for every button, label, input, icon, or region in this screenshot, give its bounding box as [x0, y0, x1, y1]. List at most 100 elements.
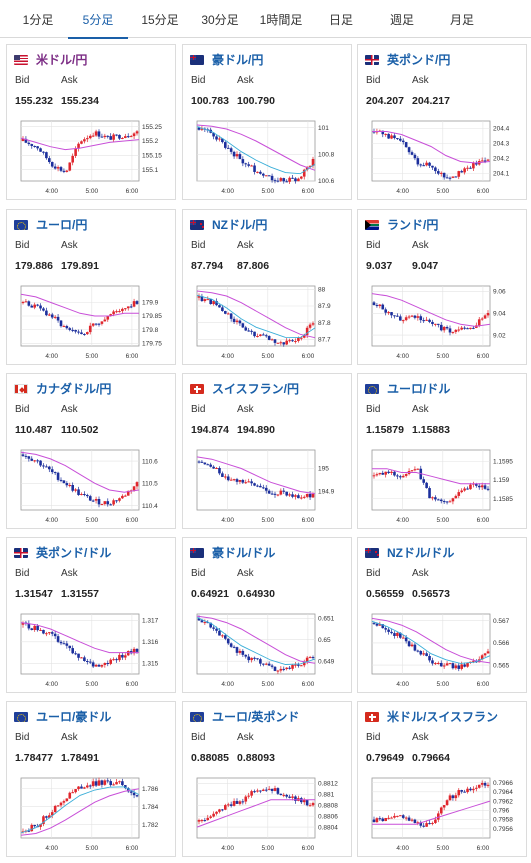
candle-body [30, 144, 34, 146]
pair-name[interactable]: ユーロ/円 [36, 218, 88, 232]
candle-body [469, 327, 472, 329]
candle-body [59, 167, 63, 171]
candle-body [39, 148, 42, 152]
currency-card-audjpy[interactable]: 豪ドル/円 Bid Ask 100.783 100.790 4:00 5:00 6:00 101… [182, 44, 352, 200]
candle-body [224, 635, 227, 639]
y-tick-label: 0.7956 [493, 826, 513, 833]
currency-card-usdjpy[interactable]: 米ドル/円 Bid Ask 155.232 155.234 4:00 5:00 6:00 155… [6, 44, 176, 200]
candle-body [88, 785, 92, 787]
price-chart[interactable]: 4:00 5:00 6:00 0.7966 0.7964 0.7962 0.796 0.795… [364, 774, 526, 854]
candle-body [404, 637, 408, 642]
candle-body [311, 657, 315, 659]
candle-body [425, 823, 428, 827]
candle-body [387, 817, 390, 819]
pair-name[interactable]: 豪ドル/円 [212, 53, 264, 67]
pair-name[interactable]: 豪ドル/ドル [212, 546, 276, 560]
candle-body [396, 815, 399, 817]
candle-body [206, 464, 210, 466]
currency-card-eurusd[interactable]: ユーロ/ドル Bid Ask 1.15879 1.15883 4:00 5:00 6:00 1.… [357, 373, 527, 529]
currency-card-euraud[interactable]: ユーロ/豪ドル Bid Ask 1.78477 1.78491 4:00 5:00 6:00 1… [6, 701, 176, 857]
price-chart[interactable]: 4:00 5:00 6:00 1.317 1.316 1.315 [13, 610, 175, 690]
moving-average-line [196, 456, 316, 495]
price-chart[interactable]: 4:00 5:00 6:00 1.786 1.784 1.782 [13, 774, 175, 854]
tab-monthly[interactable]: 月足 [449, 13, 474, 27]
price-chart[interactable]: 4:00 5:00 6:00 110.6 110.5 110.4 [13, 446, 175, 526]
candle-body [259, 334, 262, 337]
price-chart[interactable]: 4:00 5:00 6:00 0.567 0.566 0.565 [364, 610, 526, 690]
currency-card-zarjpy[interactable]: ランド/円 Bid Ask 9.037 9.047 4:00 5:00 6:00 9.06 9.0… [357, 209, 527, 365]
tab-1min[interactable]: 1分足 [22, 13, 54, 27]
pair-name[interactable]: ランド/円 [387, 218, 439, 232]
pair-name[interactable]: ユーロ/豪ドル [36, 710, 112, 724]
price-chart[interactable]: 4:00 5:00 6:00 179.9 179.85 179.8 179.75 [13, 282, 175, 362]
candle-body [457, 665, 461, 669]
pair-name[interactable]: ユーロ/英ポンド [212, 710, 300, 724]
price-chart[interactable]: 4:00 5:00 6:00 195 194.9 [189, 446, 351, 526]
price-chart[interactable]: 4:00 5:00 6:00 155.25 155.2 155.15 155.1 [13, 117, 175, 197]
y-tick-label: 101 [318, 125, 329, 132]
pair-name[interactable]: スイスフラン/円 [212, 382, 299, 396]
price-chart[interactable]: 4:00 5:00 6:00 1.1595 1.159 1.1585 [364, 446, 526, 526]
currency-card-gbpusd[interactable]: 英ポンド/ドル Bid Ask 1.31547 1.31557 4:00 5:00 6:00 1… [6, 537, 176, 693]
currency-card-nzdjpy[interactable]: NZドル/円 Bid Ask 87.794 87.806 4:00 5:00 6:00 88 87… [182, 209, 352, 365]
currency-card-eurjpy[interactable]: ユーロ/円 Bid Ask 179.886 179.891 4:00 5:00 6:00 179… [6, 209, 176, 365]
y-tick-label: 100.6 [318, 178, 335, 185]
candle-body [460, 664, 463, 669]
candle-body [27, 142, 31, 145]
candle-body [224, 805, 227, 810]
x-tick-label: 4:00 [396, 845, 409, 852]
candle-body [262, 663, 265, 665]
y-tick-label: 0.8804 [318, 824, 338, 831]
candle-body [285, 794, 288, 797]
candle-body [103, 501, 107, 505]
candle-body [71, 329, 74, 331]
price-chart[interactable]: 4:00 5:00 6:00 0.651 0.65 0.649 [189, 610, 351, 690]
tab-weekly[interactable]: 週足 [389, 13, 414, 27]
tab-30min[interactable]: 30分足 [201, 13, 239, 27]
candle-body [294, 664, 297, 666]
pair-name[interactable]: 英ポンド/円 [387, 53, 451, 67]
candle-body [302, 799, 306, 803]
candle-body [48, 158, 51, 163]
price-chart[interactable]: 4:00 5:00 6:00 101 100.8 100.6 [189, 117, 351, 197]
currency-card-eurgbp[interactable]: ユーロ/英ポンド Bid Ask 0.88085 0.88093 4:00 5:00 6:00… [182, 701, 352, 857]
tab-1hour[interactable]: 1時間足 [259, 13, 303, 27]
candle-body [232, 801, 236, 806]
y-tick-label: 1.782 [142, 822, 159, 829]
tab-daily[interactable]: 日足 [328, 13, 353, 27]
candle-body [308, 493, 312, 498]
pair-name[interactable]: 米ドル/スイスフラン [387, 710, 498, 724]
pair-name[interactable]: 英ポンド/ドル [36, 546, 112, 560]
pair-name[interactable]: カナダドル/円 [36, 382, 112, 396]
candle-body [21, 302, 25, 304]
currency-card-gbpjpy[interactable]: 英ポンド/円 Bid Ask 204.207 204.217 4:00 5:00 6:00 20… [357, 44, 527, 200]
candle-body [100, 504, 104, 506]
price-chart[interactable]: 4:00 5:00 6:00 204.4 204.3 204.2 204.1 [364, 117, 526, 197]
pair-name[interactable]: ユーロ/ドル [387, 382, 451, 396]
plot-area [196, 120, 316, 182]
candle-body [460, 327, 463, 330]
candle-body [80, 786, 83, 789]
candlestick-chart: 4:00 5:00 6:00 0.7966 0.7964 0.7962 0.796 0.795… [371, 777, 513, 852]
candle-body [387, 471, 390, 473]
currency-card-cadjpy[interactable]: カナダドル/円 Bid Ask 110.487 110.502 4:00 5:00 6:00 1… [6, 373, 176, 529]
candle-body [62, 801, 66, 803]
pair-name[interactable]: NZドル/円 [212, 218, 268, 232]
currency-card-usdchf[interactable]: 米ドル/スイスフラン Bid Ask 0.79649 0.79664 4:00 5:00 6:… [357, 701, 527, 857]
ask-value: 194.890 [237, 424, 275, 436]
candle-body [132, 792, 136, 796]
currency-card-nzdusd[interactable]: NZドル/ドル Bid Ask 0.56559 0.56573 4:00 5:00 6:00 0… [357, 537, 527, 693]
tab-15min[interactable]: 15分足 [141, 13, 179, 27]
x-tick-label: 6:00 [477, 681, 490, 688]
tab-5min[interactable]: 5分足 [68, 0, 128, 39]
pair-name[interactable]: NZドル/ドル [387, 546, 455, 560]
candle-body [232, 646, 236, 648]
y-tick-label: 0.8806 [318, 813, 338, 820]
currency-card-audusd[interactable]: 豪ドル/ドル Bid Ask 0.64921 0.64930 4:00 5:00 6:00 0.… [182, 537, 352, 693]
price-chart[interactable]: 4:00 5:00 6:00 9.06 9.04 9.02 [364, 282, 526, 362]
price-chart[interactable]: 4:00 5:00 6:00 0.8812 0.881 0.8808 0.8806 0.880… [189, 774, 351, 854]
price-chart[interactable]: 4:00 5:00 6:00 88 87.9 87.8 87.7 [189, 282, 351, 362]
pair-name[interactable]: 米ドル/円 [36, 53, 88, 67]
currency-card-chfjpy[interactable]: スイスフラン/円 Bid Ask 194.874 194.890 4:00 5:00 6:00… [182, 373, 352, 529]
candle-body [431, 822, 434, 824]
